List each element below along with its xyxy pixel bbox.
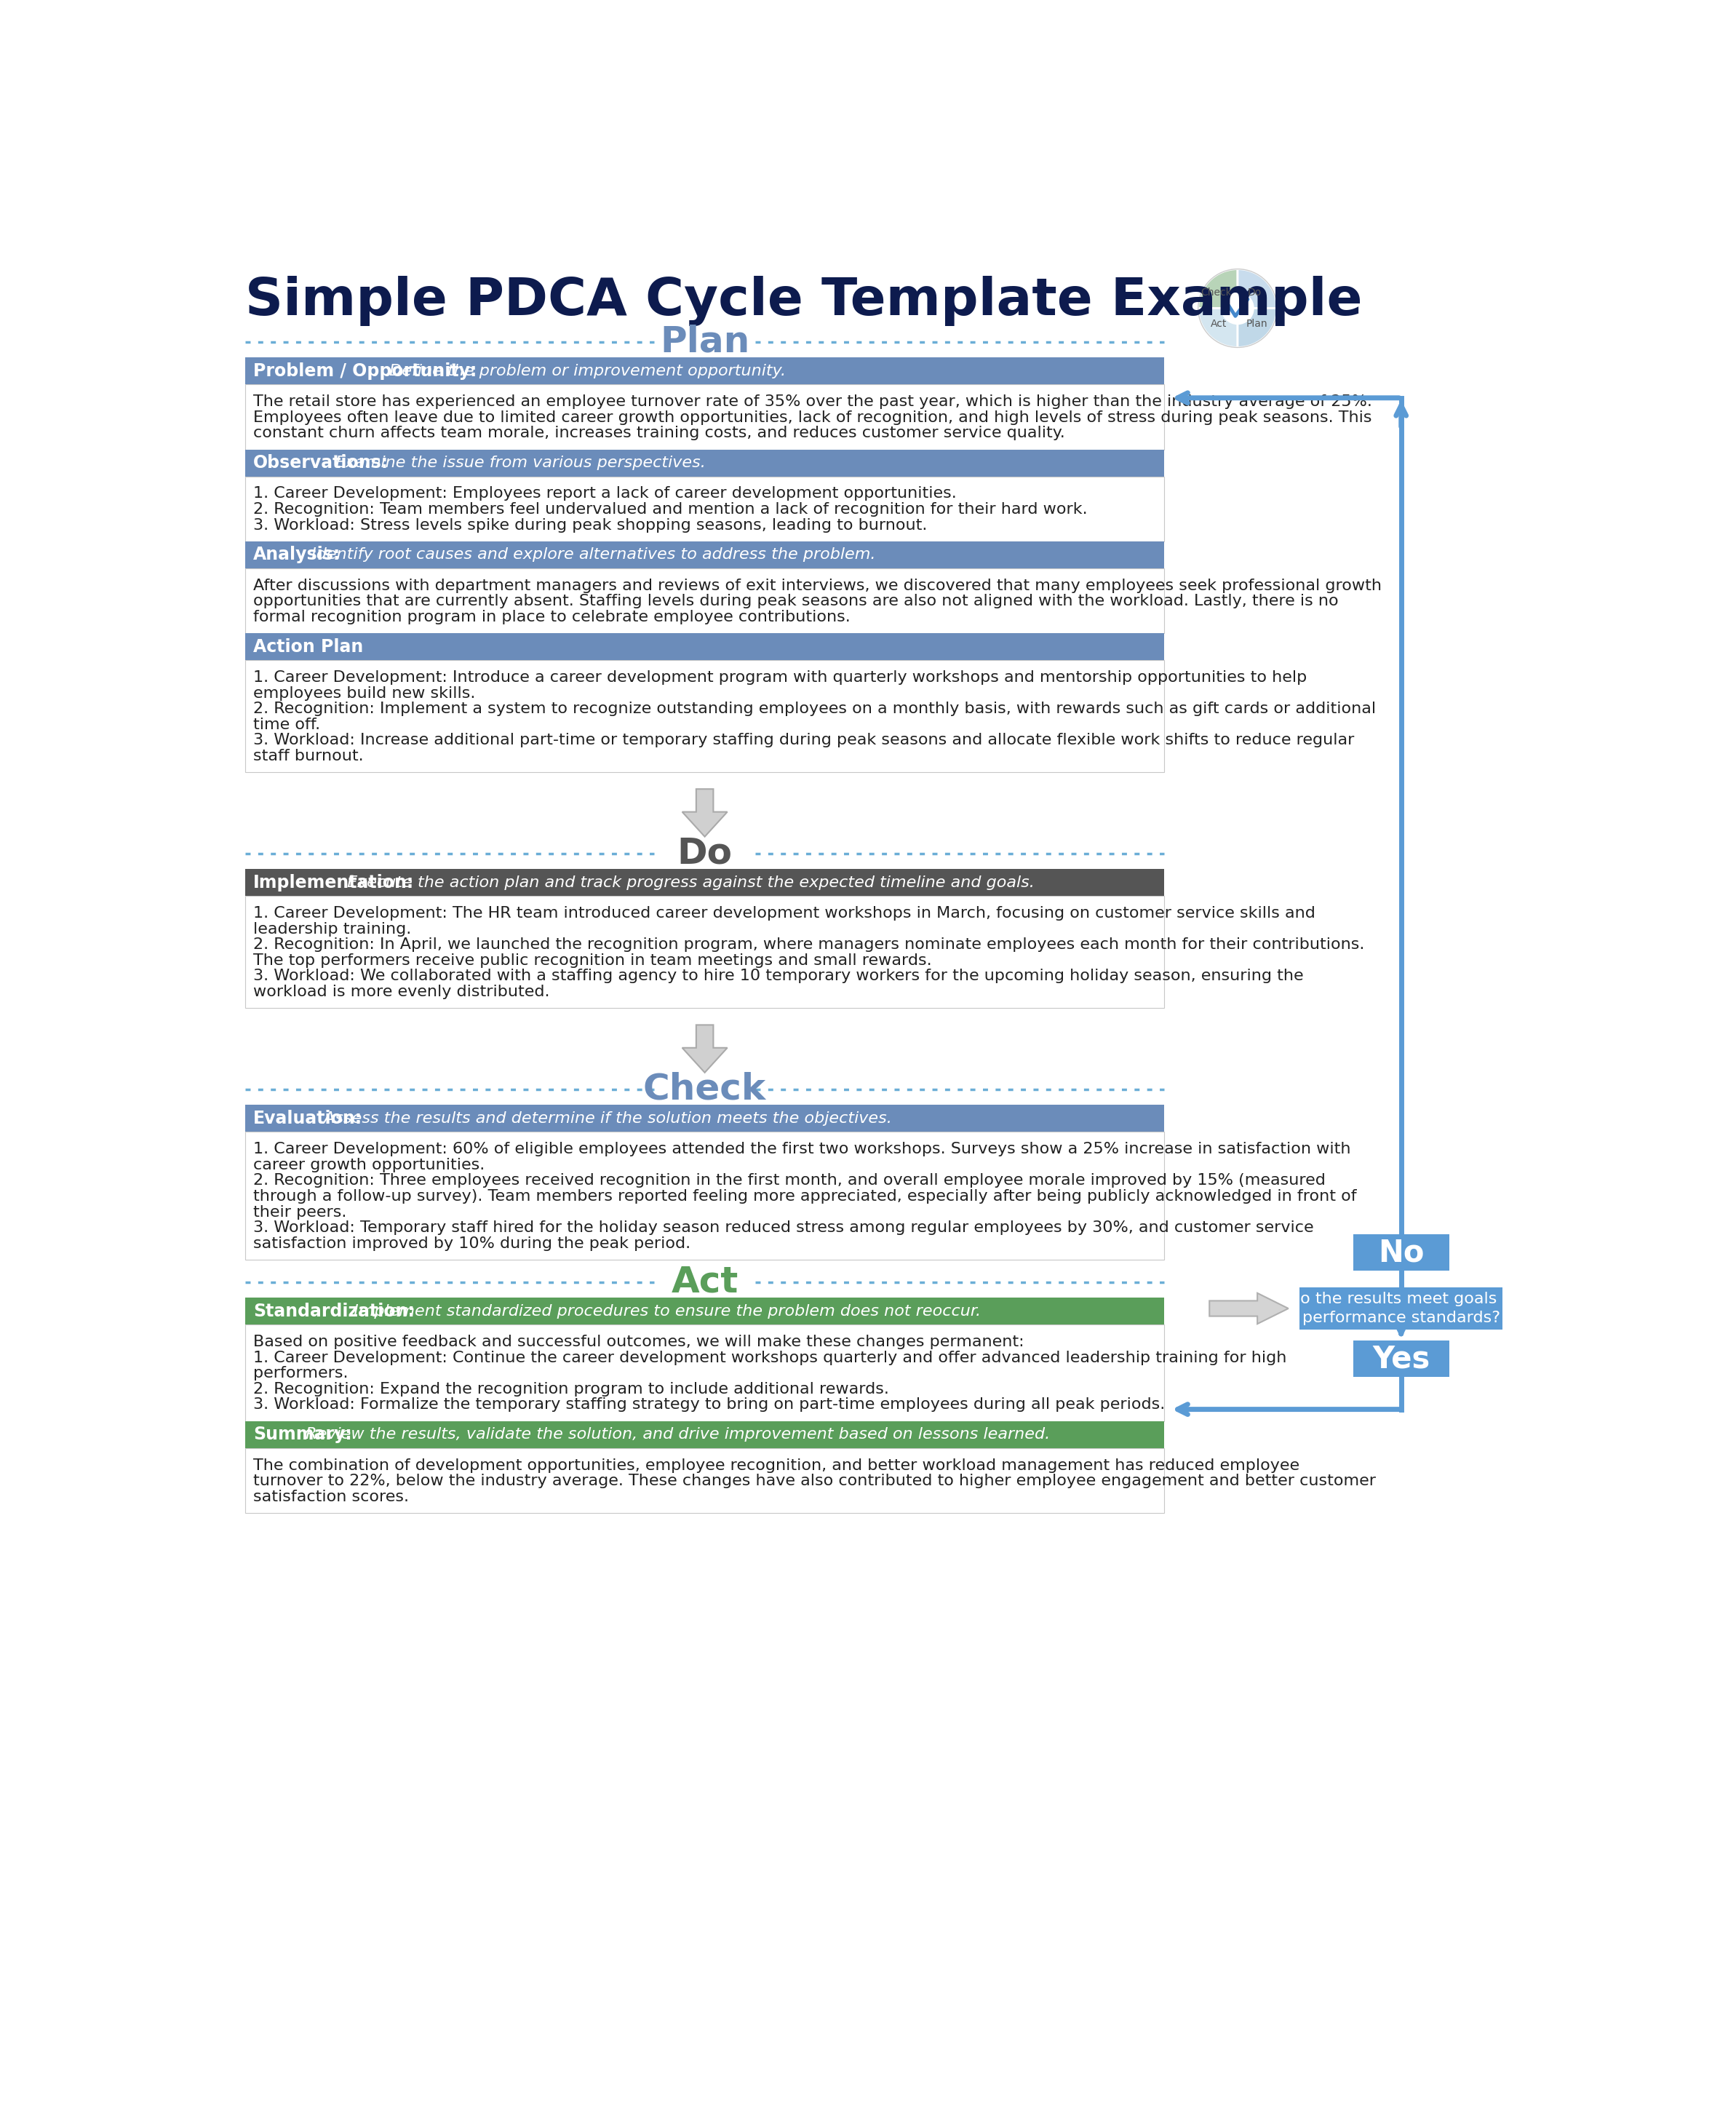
Text: 3. Workload: Formalize the temporary staffing strategy to bring on part-time emp: 3. Workload: Formalize the temporary sta… [253,1398,1165,1413]
Wedge shape [1238,308,1278,348]
FancyBboxPatch shape [245,476,1165,542]
Text: Based on positive feedback and successful outcomes, we will make these changes p: Based on positive feedback and successfu… [253,1334,1024,1349]
Text: time off.: time off. [253,718,319,731]
Wedge shape [1198,270,1238,308]
Text: Do: Do [677,835,733,871]
FancyBboxPatch shape [245,1298,1165,1324]
Text: Plan: Plan [660,325,750,359]
Text: 3. Workload: We collaborated with a staffing agency to hire 10 temporary workers: 3. Workload: We collaborated with a staf… [253,969,1304,984]
FancyBboxPatch shape [245,1105,1165,1133]
Text: Act: Act [1210,319,1227,329]
Text: The top performers receive public recognition in team meetings and small rewards: The top performers receive public recogn… [253,954,932,967]
Text: leadership training.: leadership training. [253,922,411,937]
Text: 2. Recognition: In April, we launched the recognition program, where managers no: 2. Recognition: In April, we launched th… [253,937,1364,952]
Text: staff burnout.: staff burnout. [253,748,363,763]
Text: opportunities that are currently absent. Staffing levels during peak seasons are: opportunities that are currently absent.… [253,595,1338,608]
Text: Plan: Plan [1246,319,1267,329]
Text: workload is more evenly distributed.: workload is more evenly distributed. [253,984,550,999]
Text: The retail store has experienced an employee turnover rate of 35% over the past : The retail store has experienced an empl… [253,395,1371,410]
Wedge shape [1238,270,1278,308]
FancyBboxPatch shape [245,897,1165,1007]
Text: After discussions with department managers and reviews of exit interviews, we di: After discussions with department manage… [253,578,1382,593]
Text: 1. Career Development: 60% of eligible employees attended the first two workshop: 1. Career Development: 60% of eligible e… [253,1141,1351,1156]
Wedge shape [1198,308,1238,348]
Text: 3. Workload: Temporary staff hired for the holiday season reduced stress among r: 3. Workload: Temporary staff hired for t… [253,1220,1314,1235]
Text: Identify root causes and explore alternatives to address the problem.: Identify root causes and explore alterna… [307,548,877,563]
Text: Do the results meet goals &
performance standards?: Do the results meet goals & performance … [1288,1292,1514,1326]
Text: formal recognition program in place to celebrate employee contributions.: formal recognition program in place to c… [253,610,851,625]
Text: satisfaction improved by 10% during the peak period.: satisfaction improved by 10% during the … [253,1237,691,1252]
Text: No: No [1378,1237,1424,1269]
Text: Yes: Yes [1371,1343,1430,1375]
Text: satisfaction scores.: satisfaction scores. [253,1490,408,1504]
Text: The combination of development opportunities, employee recognition, and better w: The combination of development opportuni… [253,1458,1300,1473]
Text: 1. Career Development: Continue the career development workshops quarterly and o: 1. Career Development: Continue the care… [253,1352,1286,1364]
Text: Review the results, validate the solution, and drive improvement based on lesson: Review the results, validate the solutio… [300,1428,1050,1443]
Text: Act: Act [672,1264,738,1300]
Text: Define the problem or improvement opportunity.: Define the problem or improvement opport… [384,363,786,378]
Text: career growth opportunities.: career growth opportunities. [253,1158,484,1173]
Text: Examine the issue from various perspectives.: Examine the issue from various perspecti… [330,455,707,470]
Text: 1. Career Development: The HR team introduced career development workshops in Ma: 1. Career Development: The HR team intro… [253,905,1316,920]
FancyBboxPatch shape [245,357,1165,385]
Text: 3. Workload: Stress levels spike during peak shopping seasons, leading to burnou: 3. Workload: Stress levels spike during … [253,518,927,533]
Text: 2. Recognition: Team members feel undervalued and mention a lack of recognition : 2. Recognition: Team members feel underv… [253,502,1087,516]
Text: Implementation:: Implementation: [253,873,415,890]
Text: constant churn affects team morale, increases training costs, and reduces custom: constant churn affects team morale, incr… [253,425,1064,440]
Text: Observations:: Observations: [253,455,389,472]
Text: 2. Recognition: Implement a system to recognize outstanding employees on a month: 2. Recognition: Implement a system to re… [253,701,1377,716]
FancyBboxPatch shape [245,385,1165,450]
FancyBboxPatch shape [245,869,1165,897]
Text: 2. Recognition: Expand the recognition program to include additional rewards.: 2. Recognition: Expand the recognition p… [253,1381,889,1396]
FancyBboxPatch shape [245,661,1165,771]
FancyBboxPatch shape [1352,1341,1450,1377]
FancyBboxPatch shape [245,1324,1165,1422]
Polygon shape [1210,1294,1288,1324]
FancyBboxPatch shape [1352,1235,1450,1271]
FancyBboxPatch shape [245,1133,1165,1260]
Text: Action Plan: Action Plan [253,638,363,654]
Text: through a follow-up survey). Team members reported feeling more appreciated, esp: through a follow-up survey). Team member… [253,1190,1356,1203]
Text: 1. Career Development: Introduce a career development program with quarterly wor: 1. Career Development: Introduce a caree… [253,669,1307,684]
Text: 1. Career Development: Employees report a lack of career development opportuniti: 1. Career Development: Employees report … [253,487,957,502]
Text: Do: Do [1248,287,1262,298]
Text: performers.: performers. [253,1366,347,1381]
Text: Summary:: Summary: [253,1426,352,1443]
Text: Implement standardized procedures to ensure the problem does not reoccur.: Implement standardized procedures to ens… [349,1305,981,1317]
Text: Analysis:: Analysis: [253,546,340,563]
Text: Assess the results and determine if the solution meets the objectives.: Assess the results and determine if the … [318,1111,892,1126]
FancyBboxPatch shape [245,542,1165,567]
Text: Execute the action plan and track progress against the expected timeline and goa: Execute the action plan and track progre… [342,875,1035,890]
FancyBboxPatch shape [1300,1288,1503,1330]
Text: Evaluation:: Evaluation: [253,1109,363,1126]
Text: turnover to 22%, below the industry average. These changes have also contributed: turnover to 22%, below the industry aver… [253,1475,1375,1487]
Circle shape [1220,291,1253,325]
Text: Check: Check [1201,287,1233,298]
Text: 2. Recognition: Three employees received recognition in the first month, and ove: 2. Recognition: Three employees received… [253,1173,1326,1188]
Text: their peers.: their peers. [253,1205,347,1220]
Polygon shape [682,1024,727,1073]
Polygon shape [682,788,727,837]
Text: Simple PDCA Cycle Template Example: Simple PDCA Cycle Template Example [245,276,1363,325]
FancyBboxPatch shape [245,1447,1165,1513]
Text: 3. Workload: Increase additional part-time or temporary staffing during peak sea: 3. Workload: Increase additional part-ti… [253,733,1354,748]
Text: Standardization:: Standardization: [253,1303,415,1320]
FancyBboxPatch shape [245,567,1165,633]
Text: Problem / Opportunity:: Problem / Opportunity: [253,361,477,380]
Text: Check: Check [642,1071,766,1107]
FancyBboxPatch shape [245,1422,1165,1447]
Text: Employees often leave due to limited career growth opportunities, lack of recogn: Employees often leave due to limited car… [253,410,1371,425]
FancyBboxPatch shape [245,633,1165,661]
FancyBboxPatch shape [245,450,1165,476]
Text: employees build new skills.: employees build new skills. [253,686,476,701]
